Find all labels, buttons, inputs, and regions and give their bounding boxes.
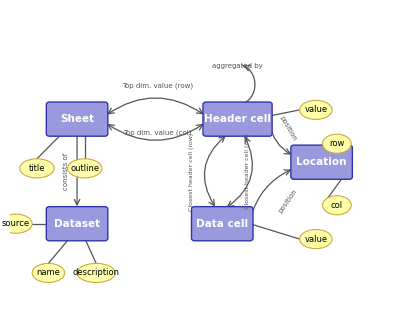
FancyBboxPatch shape xyxy=(46,102,108,136)
Ellipse shape xyxy=(299,100,332,120)
Text: Dataset: Dataset xyxy=(54,219,100,229)
Text: Sheet: Sheet xyxy=(60,114,94,124)
Text: row: row xyxy=(329,139,345,148)
FancyBboxPatch shape xyxy=(191,207,253,241)
Ellipse shape xyxy=(68,159,102,178)
Text: title: title xyxy=(29,164,45,173)
Text: aggregated by: aggregated by xyxy=(212,63,263,69)
Ellipse shape xyxy=(323,196,351,215)
Text: Top dim. value (row): Top dim. value (row) xyxy=(122,82,193,89)
Text: Header cell: Header cell xyxy=(204,114,271,124)
Ellipse shape xyxy=(32,263,64,282)
Text: Data cell: Data cell xyxy=(196,219,248,229)
Text: Closest header cell (col): Closest header cell (col) xyxy=(244,133,250,210)
Text: position: position xyxy=(279,116,298,142)
FancyBboxPatch shape xyxy=(291,145,353,179)
Text: name: name xyxy=(37,269,61,277)
Text: Top dim. value (col): Top dim. value (col) xyxy=(123,129,191,136)
Text: position: position xyxy=(278,188,299,214)
Ellipse shape xyxy=(323,134,351,153)
FancyBboxPatch shape xyxy=(46,207,108,241)
Text: col: col xyxy=(331,201,343,210)
Text: source: source xyxy=(2,219,30,228)
Ellipse shape xyxy=(0,214,32,233)
Text: value: value xyxy=(304,105,327,114)
Text: Closest header cell (row): Closest header cell (row) xyxy=(189,132,194,210)
Ellipse shape xyxy=(299,230,332,249)
Text: value: value xyxy=(304,235,327,243)
Ellipse shape xyxy=(77,263,115,282)
Text: description: description xyxy=(73,269,119,277)
Ellipse shape xyxy=(20,159,54,178)
FancyBboxPatch shape xyxy=(203,102,272,136)
Text: Location: Location xyxy=(296,157,347,167)
Text: outline: outline xyxy=(70,164,99,173)
Text: consists of: consists of xyxy=(63,153,69,190)
